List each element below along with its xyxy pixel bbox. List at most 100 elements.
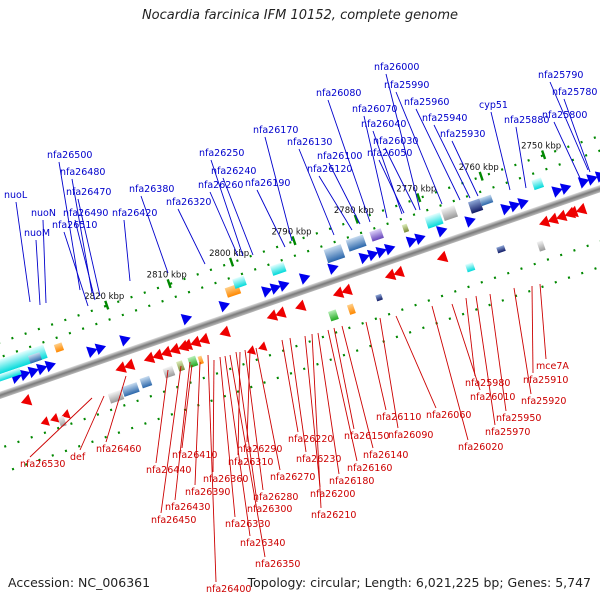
reverse-label-leader xyxy=(235,351,258,503)
forward-gene-label: nuoM xyxy=(24,228,50,239)
forward-gene-label: nfa26070 xyxy=(352,104,397,115)
forward-gene-label: nfa26130 xyxy=(287,137,332,148)
forward-label-leader xyxy=(372,130,403,215)
reverse-gene-label: def xyxy=(70,452,86,463)
forward-gene-arrow xyxy=(180,314,193,326)
reverse-gene-label: nfa26210 xyxy=(311,510,356,521)
forward-label-leader xyxy=(395,91,443,205)
feature-box xyxy=(345,234,367,252)
reverse-label-leader xyxy=(489,293,507,412)
reverse-label-leader xyxy=(395,315,437,409)
reverse-gene-label: nfa25950 xyxy=(496,413,541,424)
forward-gene-arrow xyxy=(366,249,379,262)
reverse-label-leader xyxy=(304,335,321,488)
reverse-label-leader xyxy=(29,397,93,458)
forward-label-leader xyxy=(256,189,286,248)
forward-label-leader xyxy=(35,239,41,306)
reverse-label-leader xyxy=(531,285,534,374)
forward-gene-label: nfa26240 xyxy=(211,166,256,177)
forward-gene-label: nfa25940 xyxy=(422,113,467,124)
forward-label-leader xyxy=(553,121,581,179)
feature-box xyxy=(440,205,459,221)
forward-gene-label: nfa26500 xyxy=(47,150,92,161)
forward-gene-arrow xyxy=(551,186,563,198)
forward-gene-arrow xyxy=(44,360,56,373)
tick-label: 2820 kbp xyxy=(84,292,124,302)
forward-gene-arrow xyxy=(27,366,39,379)
reverse-label-leader xyxy=(333,327,355,430)
reverse-label-leader xyxy=(475,295,496,426)
forward-gene-arrow xyxy=(298,273,311,285)
reverse-gene-arrow xyxy=(332,286,345,298)
forward-gene-label: nfa26260 xyxy=(198,180,243,191)
reverse-label-leader xyxy=(244,349,264,491)
feature-box xyxy=(121,382,140,397)
reverse-gene-arrow xyxy=(152,348,164,361)
forward-label-leader xyxy=(318,175,353,231)
reverse-gene-label: nfa26060 xyxy=(426,410,471,421)
forward-gene-arrow xyxy=(269,283,281,295)
reverse-gene-label: nfa26140 xyxy=(363,450,408,461)
forward-gene-label: nfa26510 xyxy=(52,220,97,231)
feature-box xyxy=(401,223,410,233)
forward-gene-arrow xyxy=(559,183,572,195)
forward-label-leader xyxy=(433,124,471,199)
tick-mark xyxy=(478,171,484,181)
reverse-gene-label: nfa26360 xyxy=(203,474,248,485)
reverse-gene-arrow xyxy=(181,338,194,350)
forward-label-leader xyxy=(549,81,589,171)
reverse-gene-arrow xyxy=(50,412,60,423)
forward-gene-arrow xyxy=(94,343,107,356)
forward-label-leader xyxy=(490,111,511,191)
feature-box xyxy=(197,355,204,365)
guide-line-1 xyxy=(0,149,600,367)
reverse-label-leader xyxy=(513,287,532,395)
reverse-gene-label: nfa25970 xyxy=(485,427,530,438)
reverse-label-leader xyxy=(317,332,340,475)
reverse-gene-label: nfa26290 xyxy=(237,444,282,455)
feature-box xyxy=(323,244,346,264)
reverse-gene-label: nfa26270 xyxy=(270,472,315,483)
forward-gene-arrow xyxy=(586,174,598,186)
tick-label: 2760 kbp xyxy=(459,163,499,173)
reverse-gene-arrow xyxy=(20,393,33,406)
tick-label: 2790 kbp xyxy=(271,228,311,238)
tick-mark xyxy=(104,300,110,310)
feature-box xyxy=(467,198,484,214)
forward-label-leader xyxy=(384,147,417,211)
forward-label-leader xyxy=(363,115,388,219)
reverse-gene-label: nfa25910 xyxy=(523,375,568,386)
forward-gene-label: nfa26040 xyxy=(361,119,406,130)
forward-gene-label: nfa26100 xyxy=(317,151,362,162)
reverse-label-leader xyxy=(289,337,307,453)
forward-gene-arrow xyxy=(218,301,230,313)
feature-box xyxy=(479,194,494,207)
forward-gene-label: nfa26250 xyxy=(199,148,244,159)
forward-label-leader xyxy=(415,108,461,201)
reverse-label-leader xyxy=(224,355,251,537)
reverse-gene-label: nfa26020 xyxy=(458,442,503,453)
reverse-gene-label: nfa26390 xyxy=(185,487,230,498)
reverse-gene-arrow xyxy=(341,283,353,295)
forward-label-leader xyxy=(58,161,81,291)
reverse-label-leader xyxy=(237,351,241,456)
feature-box xyxy=(232,275,247,289)
reverse-gene-label: mce7A xyxy=(536,361,569,372)
reverse-gene-label: nfa26400 xyxy=(206,584,251,595)
forward-gene-arrow xyxy=(383,244,396,256)
reverse-gene-label: nfa26530 xyxy=(20,459,65,470)
backbone-track xyxy=(0,177,600,407)
reverse-gene-arrow xyxy=(40,416,50,426)
feature-box xyxy=(187,355,199,368)
reverse-gene-label: nfa25920 xyxy=(521,396,566,407)
tick-mark xyxy=(540,150,547,160)
forward-label-leader xyxy=(222,177,254,256)
forward-label-leader xyxy=(210,159,244,257)
forward-gene-label: nfa26420 xyxy=(112,208,157,219)
forward-gene-arrow xyxy=(405,236,418,248)
reverse-label-leader xyxy=(255,347,281,471)
feature-box xyxy=(496,245,506,254)
reverse-gene-arrow xyxy=(393,265,405,278)
reverse-label-leader xyxy=(105,375,127,443)
reverse-gene-arrow xyxy=(143,351,156,364)
